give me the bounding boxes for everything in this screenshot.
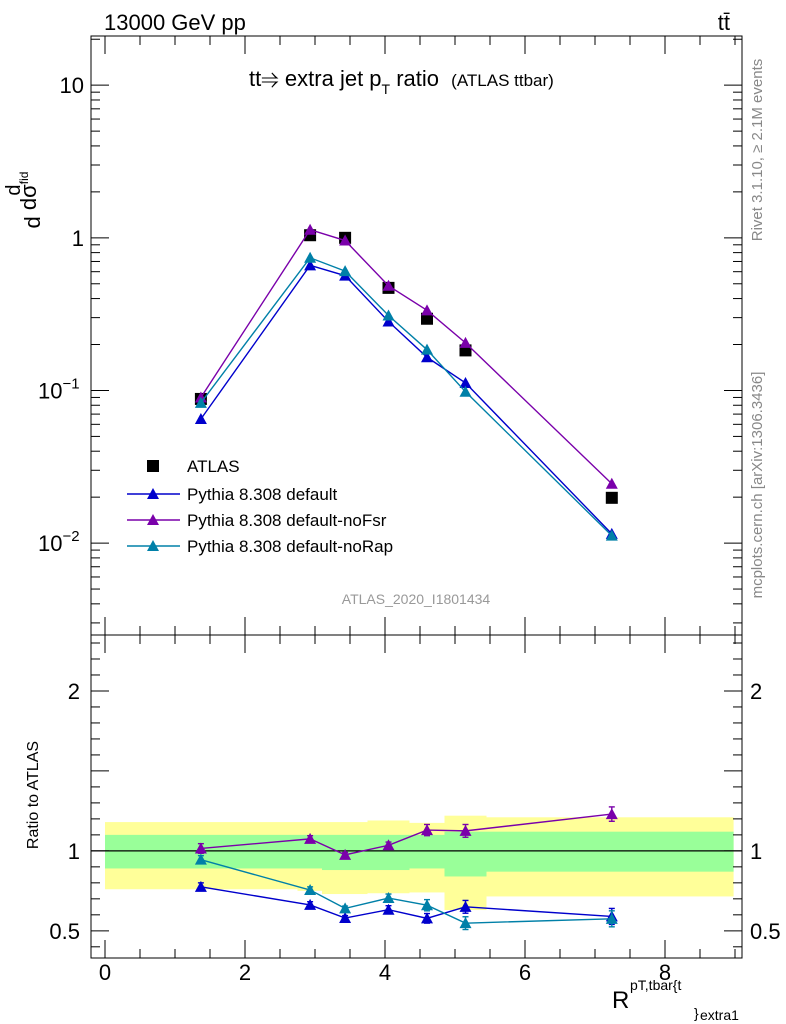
ratio-point-noFsr xyxy=(605,808,618,820)
ratio-point-noRap xyxy=(304,884,317,896)
ratio-point-noRap xyxy=(339,902,352,914)
legend-label-data: ATLAS xyxy=(187,457,240,476)
x-axis-label: R pT,tbar{t } extra1 xyxy=(612,977,739,1023)
main-point-noFsr xyxy=(605,477,618,489)
ratio-xtick-label: 4 xyxy=(379,960,391,985)
ratio-xtick-label: 2 xyxy=(239,960,251,985)
main-line-noFsr xyxy=(200,228,613,485)
energy-label: 13000 GeV pp xyxy=(104,10,246,35)
ratio-band-green xyxy=(444,831,487,877)
ratio-point-default xyxy=(304,898,317,910)
ratio-axis-ticks: 0.5 0.5 1 1 2 2 0 2 4 6 8 xyxy=(49,635,781,985)
main-ylabel-d: d xyxy=(3,184,25,195)
plot-title-tail: ratio xyxy=(390,66,439,91)
ratio-ytick-label-left: 2 xyxy=(68,679,80,704)
main-point-noFsr xyxy=(421,304,433,316)
main-point-noRap xyxy=(304,251,317,263)
ratio-point-default xyxy=(382,903,395,915)
main-point-default xyxy=(194,413,207,425)
ratio-point-default xyxy=(194,880,207,892)
legend-marker-default xyxy=(147,488,159,499)
analysis-id: ATLAS_2020_I1801434 xyxy=(342,591,491,607)
main-point-default xyxy=(304,259,317,271)
ratio-ytick-label-right: 0.5 xyxy=(750,919,781,944)
main-ytick-label: 10 xyxy=(60,73,84,98)
x-axis-label-brace: } xyxy=(694,1005,699,1021)
main-point-data xyxy=(421,312,433,325)
ratio-xtick-label: 6 xyxy=(519,960,531,985)
main-point-default xyxy=(421,351,433,363)
main-axis-ticks: 10−2 10−1 1 10 xyxy=(38,36,742,635)
mcplots-label: mcplots.cern.ch [arXiv:1306.3436] xyxy=(749,372,766,599)
ratio-point-noFsr xyxy=(339,848,352,860)
ratio-panel: 0.5 0.5 1 1 2 2 0 2 4 6 8 xyxy=(49,634,781,985)
main-point-noRap xyxy=(194,396,207,408)
main-ytick-label: 1 xyxy=(72,226,84,251)
main-ylabel-text: d dσfid xyxy=(16,172,45,229)
ratio-ytick-label-left: 1 xyxy=(68,839,80,864)
ratio-point-default xyxy=(339,912,352,924)
main-point-noRap xyxy=(605,529,618,541)
ratio-xtick-label: 8 xyxy=(659,960,671,985)
ratio-point-noRap xyxy=(459,917,472,929)
main-ylabel: d dσfid xyxy=(16,172,45,229)
main-ytick-exponent: −1 xyxy=(62,375,79,392)
ratio-bands xyxy=(91,815,742,911)
main-panel: 10−2 10−1 1 10 tt⥤ extra jet pT ratio (ATLA… xyxy=(38,35,743,636)
ratio-point-default xyxy=(459,900,472,912)
legend-label-noFsr: Pythia 8.308 default-noFsr xyxy=(187,511,387,530)
legend-marker-data xyxy=(147,460,159,472)
plot-title-sub: T xyxy=(382,81,391,97)
main-point-noRap xyxy=(459,385,472,397)
x-axis-label-sup: pT,tbar{t xyxy=(630,977,681,993)
ratio-ytick-label-right: 1 xyxy=(750,839,762,864)
ratio-point-noRap xyxy=(194,853,207,865)
ratio-point-noRap xyxy=(382,892,395,904)
legend-marker-noFsr xyxy=(147,514,159,525)
plot-title: tt⥤ extra jet pT ratio (ATLAS ttbar) xyxy=(249,66,554,97)
main-ytick-exponent: −2 xyxy=(62,528,79,545)
ratio-point-noFsr xyxy=(459,824,472,836)
main-point-noFsr xyxy=(382,279,395,291)
ratio-point-noFsr xyxy=(421,824,433,836)
x-axis-label-sub: extra1 xyxy=(700,1007,739,1023)
legend-label-noRap: Pythia 8.308 default-noRap xyxy=(187,537,393,556)
ratio-band-green xyxy=(409,834,445,869)
ratio-ytick-label-right: 2 xyxy=(750,679,762,704)
ratio-point-default xyxy=(421,912,433,924)
rivet-label: Rivet 3.1.10, ≥ 2.1M events xyxy=(749,59,766,242)
ratio-point-noRap xyxy=(421,899,433,911)
ratio-point-noFsr xyxy=(194,842,207,854)
process-label: tt̄ xyxy=(718,10,730,35)
ratio-series xyxy=(194,806,618,931)
main-point-noFsr xyxy=(339,234,352,246)
ratio-point-noFsr xyxy=(382,839,395,851)
plot-title-main: tt⥤ extra jet p xyxy=(249,66,382,91)
ratio-point-noFsr xyxy=(304,832,317,844)
main-ytick-label: 10−1 xyxy=(38,375,80,403)
ratio-ylabel: Ratio to ATLAS xyxy=(25,741,42,849)
ratio-band-green xyxy=(486,831,734,872)
main-point-default xyxy=(382,315,395,327)
ratio-ytick-label-left: 0.5 xyxy=(49,919,80,944)
x-axis-label-main: R xyxy=(612,987,629,1014)
main-series xyxy=(194,223,618,541)
main-point-noRap xyxy=(421,343,433,355)
legend-marker-noRap xyxy=(147,540,159,551)
plot-title-paren: (ATLAS ttbar) xyxy=(451,71,554,90)
legend-label-default: Pythia 8.308 default xyxy=(187,485,338,504)
main-point-default xyxy=(459,376,472,388)
main-ytick-label: 10−2 xyxy=(38,528,80,556)
main-point-noFsr xyxy=(459,336,472,348)
main-point-noRap xyxy=(339,265,352,277)
main-point-data xyxy=(605,491,618,504)
main-point-noRap xyxy=(382,309,395,321)
legend: ATLAS Pythia 8.308 default Pythia 8.308 de… xyxy=(127,457,393,556)
ratio-xtick-label: 0 xyxy=(99,960,111,985)
main-point-noFsr xyxy=(304,223,317,235)
ratio-frame xyxy=(90,634,743,959)
ratio-point-noRap xyxy=(605,912,618,924)
